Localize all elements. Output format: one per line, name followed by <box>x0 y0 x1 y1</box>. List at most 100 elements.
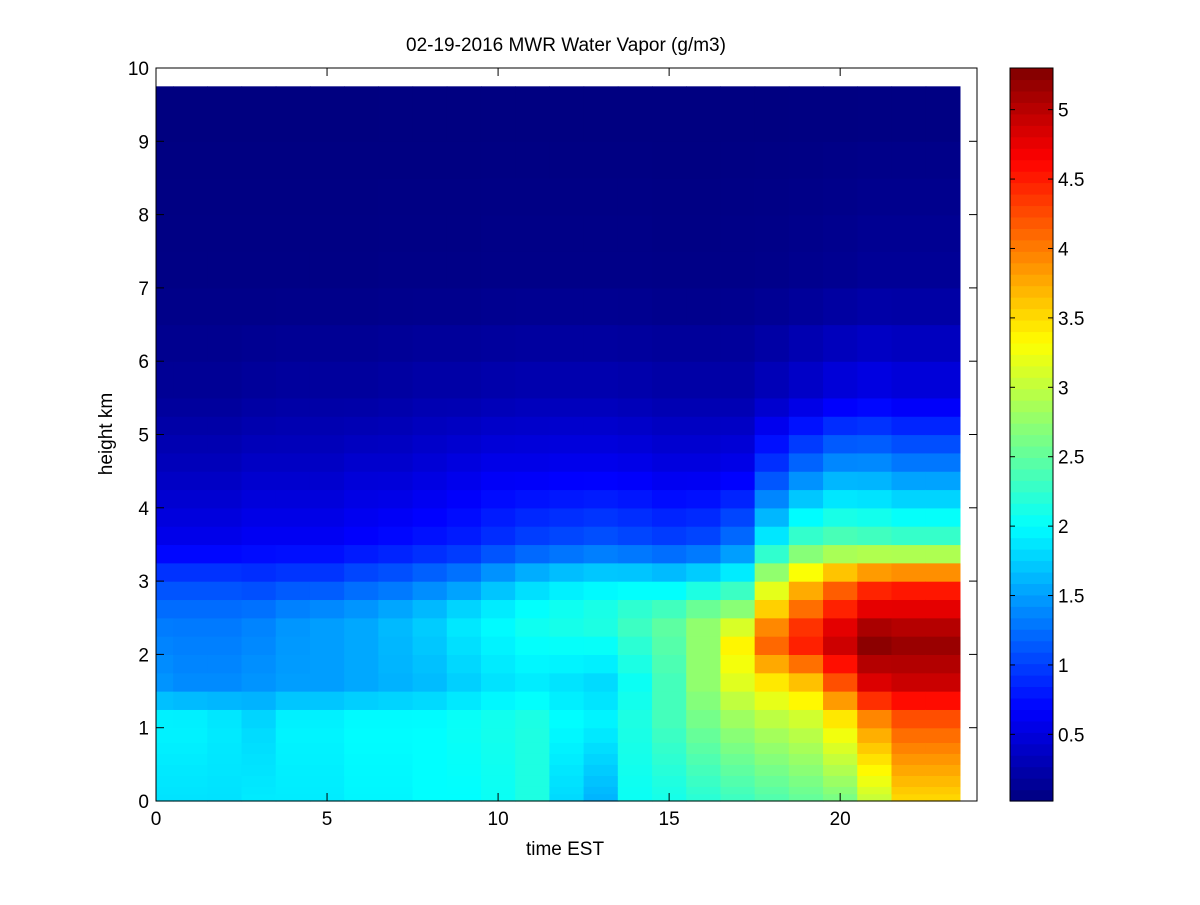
heatmap-cell <box>925 361 961 399</box>
heatmap-cell <box>480 416 516 436</box>
heatmap-cell <box>173 416 208 436</box>
heatmap-cell <box>309 742 345 754</box>
colorbar-tick-label: 4 <box>1058 239 1069 260</box>
heatmap-cell <box>925 141 961 179</box>
heatmap-cell <box>515 742 550 754</box>
heatmap-cell <box>515 86 550 142</box>
heatmap-cell <box>446 214 482 252</box>
heatmap-cell <box>173 324 208 362</box>
heatmap-cell <box>241 672 277 692</box>
heatmap-cell <box>344 526 379 546</box>
heatmap-cell <box>754 214 790 252</box>
heatmap-cell <box>788 691 824 710</box>
heatmap-cell <box>686 581 722 601</box>
heatmap-cell <box>720 177 756 216</box>
heatmap-cell <box>275 361 311 399</box>
heatmap-cell <box>549 786 585 795</box>
heatmap-cell <box>823 742 858 754</box>
heatmap-cell <box>583 786 619 795</box>
heatmap-cell <box>173 764 208 776</box>
heatmap-cell <box>446 786 482 795</box>
heatmap-cell <box>412 214 448 252</box>
heatmap-cell <box>275 672 311 692</box>
heatmap-cell <box>925 397 961 417</box>
heatmap-cell <box>857 727 893 743</box>
colorbar-swatch <box>1010 297 1053 310</box>
heatmap-cell <box>344 654 379 674</box>
heatmap-cell <box>378 691 414 710</box>
heatmap-cell <box>412 709 448 729</box>
heatmap-cell <box>344 452 379 472</box>
heatmap-cell <box>652 141 687 179</box>
heatmap-cell <box>652 562 687 582</box>
heatmap-cell <box>207 654 243 674</box>
heatmap-cell <box>891 177 927 216</box>
heatmap-cell <box>156 434 174 454</box>
heatmap-cell <box>173 507 208 527</box>
heatmap-cell <box>788 86 824 142</box>
heatmap-cell <box>275 727 311 743</box>
heatmap-cell <box>480 691 516 710</box>
heatmap-cell <box>207 214 243 252</box>
heatmap-cell <box>241 489 277 509</box>
heatmap-cell <box>549 727 585 743</box>
heatmap-cell <box>617 452 653 472</box>
y-tick-label: 1 <box>138 719 149 740</box>
heatmap-cell <box>720 526 756 546</box>
heatmap-cell <box>686 86 722 142</box>
heatmap-cell <box>446 287 482 326</box>
heatmap-cell <box>156 526 174 546</box>
heatmap-cell <box>891 452 927 472</box>
heatmap-cell <box>241 581 277 601</box>
heatmap-cell <box>754 775 790 787</box>
heatmap-cell <box>515 786 550 795</box>
heatmap-cell <box>788 709 824 729</box>
colorbar-swatch <box>1010 148 1053 161</box>
heatmap-cell <box>241 544 277 564</box>
heatmap-cell <box>652 251 687 289</box>
heatmap-cell <box>173 141 208 179</box>
colorbar-swatch <box>1010 594 1053 607</box>
colorbar-tick-label: 2 <box>1058 517 1069 538</box>
heatmap-cell <box>720 324 756 362</box>
heatmap-cell <box>549 141 585 179</box>
heatmap-cell <box>754 691 790 710</box>
colorbar-swatch <box>1010 503 1053 516</box>
heatmap-cell <box>857 599 893 619</box>
heatmap-cell <box>857 86 893 142</box>
heatmap-cell <box>788 562 824 582</box>
heatmap-cell <box>720 361 756 399</box>
heatmap-cell <box>344 793 379 802</box>
heatmap-cell <box>275 287 311 326</box>
heatmap-cell <box>241 599 277 619</box>
heatmap-cell <box>207 177 243 216</box>
heatmap-cell <box>891 361 927 399</box>
heatmap-cell <box>891 793 927 802</box>
heatmap-cell <box>412 507 448 527</box>
heatmap-cell <box>480 709 516 729</box>
heatmap-cell <box>515 251 550 289</box>
heatmap-cell <box>686 251 722 289</box>
heatmap-cell <box>446 471 482 491</box>
heatmap-cell <box>446 544 482 564</box>
heatmap-cell <box>515 177 550 216</box>
heatmap-cell <box>207 599 243 619</box>
heatmap-cell <box>891 544 927 564</box>
heatmap-cell <box>925 416 961 436</box>
colorbar-swatch <box>1010 686 1053 699</box>
heatmap-cell <box>686 177 722 216</box>
heatmap-cell <box>823 753 858 765</box>
x-axis-label: time EST <box>526 839 605 860</box>
heatmap-cell <box>412 471 448 491</box>
heatmap-cell <box>412 775 448 787</box>
colorbar-tick-label: 3 <box>1058 378 1069 399</box>
heatmap-cell <box>891 786 927 795</box>
heatmap-cell <box>652 489 687 509</box>
heatmap-cell <box>652 544 687 564</box>
heatmap-cell <box>156 507 174 527</box>
heatmap-cell <box>446 86 482 142</box>
heatmap-cell <box>207 434 243 454</box>
heatmap-cell <box>549 654 585 674</box>
colorbar-swatch <box>1010 480 1053 493</box>
heatmap-cell <box>652 691 687 710</box>
